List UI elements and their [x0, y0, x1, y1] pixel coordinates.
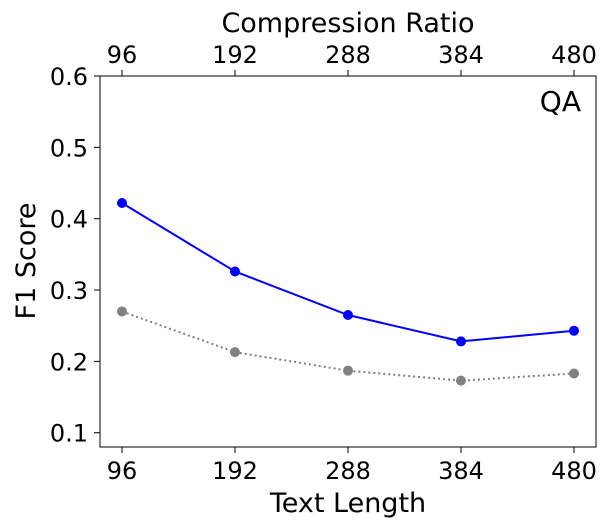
x-tick-label: 384: [438, 457, 484, 485]
x-axis-label: Text Length: [269, 488, 426, 519]
y-tick-label: 0.1: [50, 420, 88, 448]
series-1-point: [456, 375, 466, 386]
y-tick-label: 0.5: [50, 134, 88, 162]
series-1-point: [230, 347, 240, 358]
panel-annotation: QA: [540, 85, 581, 118]
y-axis-label: F1 Score: [11, 203, 42, 320]
top-x-axis-label: Compression Ratio: [221, 8, 474, 39]
y-tick-label: 0.4: [50, 206, 88, 234]
series-1-point: [343, 365, 353, 376]
series-0-point: [456, 336, 466, 347]
series-1-point: [117, 306, 127, 317]
x-tick-label: 192: [212, 457, 258, 485]
y-tick-label: 0.2: [50, 348, 88, 376]
top-x-tick-label: 96: [107, 41, 138, 69]
tick-layer: 96 192 288 384 480 96 192 288 384 480 0.1 0.2 0.3 0.4…: [50, 41, 597, 485]
x-tick-label: 480: [551, 457, 597, 485]
top-x-tick-label: 192: [212, 41, 258, 69]
top-x-tick-label: 288: [325, 41, 371, 69]
plot-area: [99, 75, 597, 448]
series-0-point: [230, 266, 240, 277]
y-tick-label: 0.6: [50, 63, 88, 91]
x-tick-label: 96: [107, 457, 138, 485]
series-line-1: [121, 310, 575, 382]
top-x-tick-label: 384: [438, 41, 484, 69]
series-1-point: [569, 368, 579, 379]
top-x-tick-label: 480: [551, 41, 597, 69]
series-layer: [117, 197, 579, 386]
y-tick-label: 0.3: [50, 277, 88, 305]
series-0-point: [343, 310, 353, 321]
x-tick-label: 288: [325, 457, 371, 485]
series-0-point: [117, 197, 127, 208]
series-0-point: [569, 325, 579, 336]
